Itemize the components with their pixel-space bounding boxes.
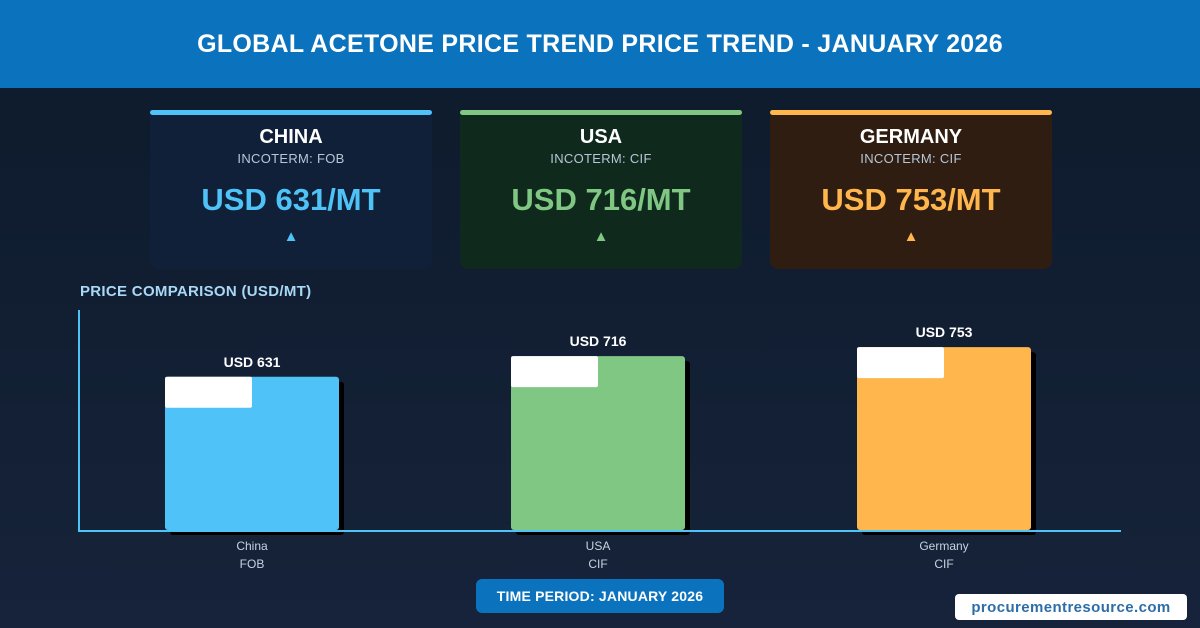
brand-watermark: procurementresource.com (955, 594, 1187, 620)
price-card-china: CHINA INCOTERM: FOB USD 631/MT ▲ (150, 110, 432, 269)
bar-usa (511, 356, 685, 530)
trend-up-icon: ▲ (903, 228, 919, 245)
card-price: USD 631/MT (201, 182, 381, 217)
card-country: GERMANY (859, 126, 963, 148)
x-tick-sublabel: CIF (588, 557, 607, 571)
card-accent-bar (460, 110, 742, 115)
price-card-germany: GERMANY INCOTERM: CIF USD 753/MT ▲ (770, 110, 1052, 269)
x-tick-label: China (236, 539, 268, 553)
card-price: USD 716/MT (511, 182, 691, 217)
card-price: USD 753/MT (821, 182, 1001, 217)
trend-up-icon: ▲ (593, 228, 609, 245)
x-tick-sublabel: CIF (934, 557, 953, 571)
price-comparison-chart: USD 631 China FOB USD 716 USA CIF USD 753 Germa… (78, 310, 1121, 571)
x-tick-sublabel: FOB (240, 557, 265, 571)
bar-highlight (857, 347, 944, 379)
bar-value-label: USD 716 (570, 333, 627, 349)
price-card-usa: USA INCOTERM: CIF USD 716/MT ▲ (460, 110, 742, 269)
page-title: GLOBAL ACETONE PRICE TREND PRICE TREND -… (197, 29, 1003, 58)
card-country: CHINA (259, 126, 323, 148)
card-incoterm: INCOTERM: FOB (237, 151, 345, 166)
time-period-badge: TIME PERIOD: JANUARY 2026 (476, 579, 724, 613)
card-accent-bar (770, 110, 1052, 115)
card-accent-bar (150, 110, 432, 115)
header-banner: GLOBAL ACETONE PRICE TREND PRICE TREND -… (0, 0, 1200, 88)
card-incoterm: INCOTERM: CIF (860, 151, 962, 166)
bar-highlight (165, 376, 252, 408)
card-country: USA (579, 126, 623, 148)
bar-value-label: USD 631 (224, 354, 281, 370)
bar-highlight (511, 356, 598, 388)
chart-title: PRICE COMPARISON (USD/MT) (80, 283, 312, 300)
bar-china (165, 376, 339, 530)
x-tick-label: USA (586, 539, 611, 553)
x-tick-label: Germany (919, 539, 968, 553)
card-incoterm: INCOTERM: CIF (550, 151, 652, 166)
bar-germany (857, 347, 1031, 530)
bar-value-label: USD 753 (916, 324, 973, 340)
trend-up-icon: ▲ (283, 228, 299, 245)
